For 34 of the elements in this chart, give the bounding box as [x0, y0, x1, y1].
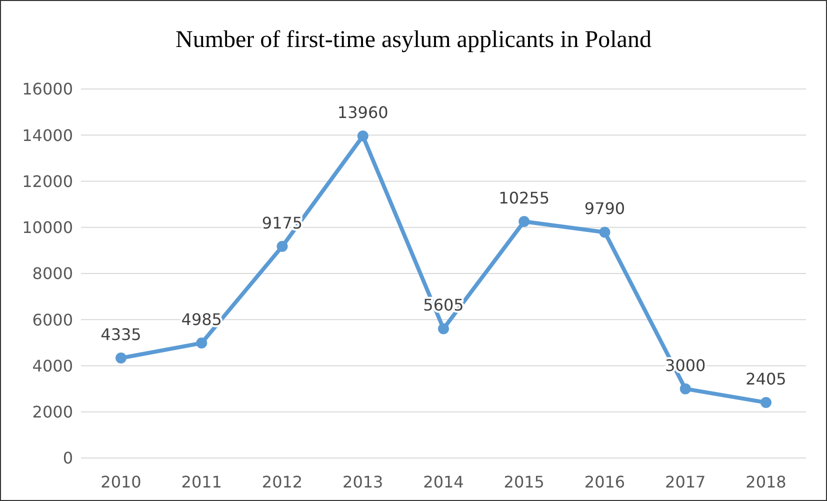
x-tick-label: 2013	[342, 472, 384, 492]
y-tick-label: 12000	[22, 172, 73, 191]
x-tick-label: 2012	[262, 472, 303, 492]
point	[680, 383, 691, 394]
chart-title: Number of first-time asylum applicants in Poland	[174, 27, 652, 54]
point	[196, 338, 208, 349]
point	[116, 352, 126, 364]
x-tick-label: 2016	[584, 472, 626, 492]
data-label: 13960	[337, 103, 388, 122]
point	[599, 226, 610, 238]
y-tick-label: 8000	[32, 264, 73, 284]
data-label: 4335	[100, 325, 142, 344]
data-label: 9790	[584, 199, 626, 218]
x-tick-label: 2014	[423, 472, 464, 492]
data-label: 10255	[498, 188, 550, 208]
x-tick-label: 2010	[100, 472, 142, 492]
y-tick-label: 10000	[22, 218, 73, 238]
point	[276, 240, 288, 252]
x-tick-label: 2011	[181, 472, 222, 492]
point	[760, 397, 772, 408]
data-label: 2405	[746, 370, 786, 389]
y-tick-label: 2000	[32, 402, 73, 422]
x-tick-label: 2017	[665, 472, 706, 492]
data-label: 4985	[181, 310, 222, 330]
y-tick-label: 6000	[32, 310, 73, 330]
point	[438, 323, 449, 334]
y-tick-label: 14000	[22, 126, 73, 145]
y-tick-label: 0	[62, 448, 73, 468]
point	[518, 216, 530, 227]
point	[357, 130, 368, 142]
x-tick-label: 2018	[746, 472, 786, 492]
y-tick-label: 4000	[32, 356, 73, 376]
y-tick-label: 16000	[22, 80, 73, 99]
x-tick-label: 2015	[504, 472, 544, 492]
